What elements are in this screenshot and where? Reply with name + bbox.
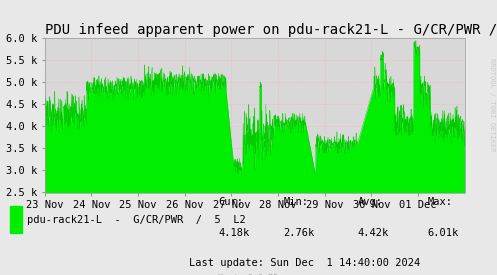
Text: Max:: Max: <box>427 197 452 207</box>
Text: PDU infeed apparent power on pdu-rack21-L - G/CR/PWR / 5 L2 - by week: PDU infeed apparent power on pdu-rack21-… <box>45 23 497 37</box>
Text: 4.42k: 4.42k <box>358 228 389 238</box>
Text: Min:: Min: <box>283 197 308 207</box>
Text: 4.18k: 4.18k <box>219 228 250 238</box>
Text: RRDTOOL / TOBI OETIKER: RRDTOOL / TOBI OETIKER <box>489 58 495 151</box>
Text: Avg:: Avg: <box>358 197 383 207</box>
Text: 6.01k: 6.01k <box>427 228 459 238</box>
Bar <box>10 206 22 233</box>
Text: pdu-rack21-L  -  G/CR/PWR  /  5  L2: pdu-rack21-L - G/CR/PWR / 5 L2 <box>27 214 246 225</box>
Text: Cur:: Cur: <box>219 197 244 207</box>
Text: Munin 2.0.75: Munin 2.0.75 <box>219 274 278 275</box>
Text: 2.76k: 2.76k <box>283 228 315 238</box>
Text: Last update: Sun Dec  1 14:40:00 2024: Last update: Sun Dec 1 14:40:00 2024 <box>189 258 420 268</box>
